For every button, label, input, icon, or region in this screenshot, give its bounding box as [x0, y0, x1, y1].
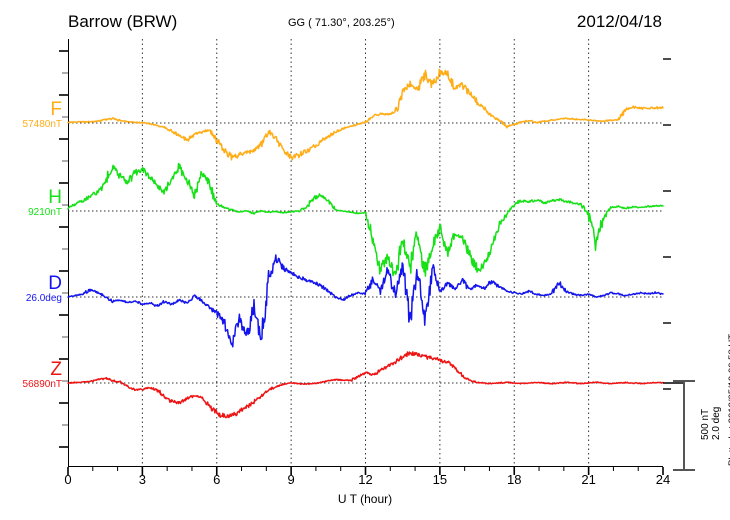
scale-bar-label-nt: 500 nT — [700, 408, 711, 440]
component-label-f: F 57480nT — [0, 100, 62, 131]
x-tick-label-6: 6 — [213, 472, 221, 487]
component-baseline-h: 9210nT — [28, 207, 62, 218]
component-letter-d: D — [48, 273, 62, 294]
x-tick-label-24: 24 — [655, 472, 671, 487]
x-tick-label-3: 3 — [138, 472, 146, 487]
component-label-z: Z 56890nT — [0, 360, 62, 391]
station-title: Barrow (BRW) — [68, 12, 178, 31]
trace-layer — [67, 68, 664, 419]
x-tick-label-12: 12 — [358, 472, 373, 487]
plot-area — [67, 39, 664, 467]
scale-bar-cap-bottom — [673, 469, 695, 471]
scale-bar-cap-top — [673, 380, 695, 382]
x-tick-label-0: 0 — [64, 472, 72, 487]
component-label-d: D 26.0deg — [0, 274, 62, 305]
component-letter-z: Z — [50, 359, 62, 380]
x-axis-title: U T (hour) — [337, 492, 393, 506]
component-baseline-z: 56890nT — [22, 379, 62, 390]
geographic-coordinates: GG ( 71.30°, 203.25°) — [288, 17, 395, 29]
grid-layer — [68, 39, 663, 467]
component-label-h: H 9210nT — [0, 188, 62, 219]
component-baseline-d: 26.0deg — [25, 293, 62, 304]
x-tick-label-21: 21 — [581, 472, 596, 487]
scale-bar — [683, 381, 685, 470]
x-tick-label-18: 18 — [507, 472, 522, 487]
scale-bar-label-deg: 2.0 deg — [711, 406, 722, 440]
trace-d — [67, 254, 664, 348]
trace-f — [67, 68, 664, 161]
trace-h — [67, 162, 664, 277]
x-tick-label-9: 9 — [287, 472, 295, 487]
component-letter-f: F — [50, 99, 62, 120]
component-letter-h: H — [48, 187, 62, 208]
x-tick-label-15: 15 — [432, 472, 448, 487]
trace-z — [67, 351, 664, 419]
date-title: 2012/04/18 — [576, 12, 662, 31]
component-baseline-f: 57480nT — [22, 119, 62, 130]
